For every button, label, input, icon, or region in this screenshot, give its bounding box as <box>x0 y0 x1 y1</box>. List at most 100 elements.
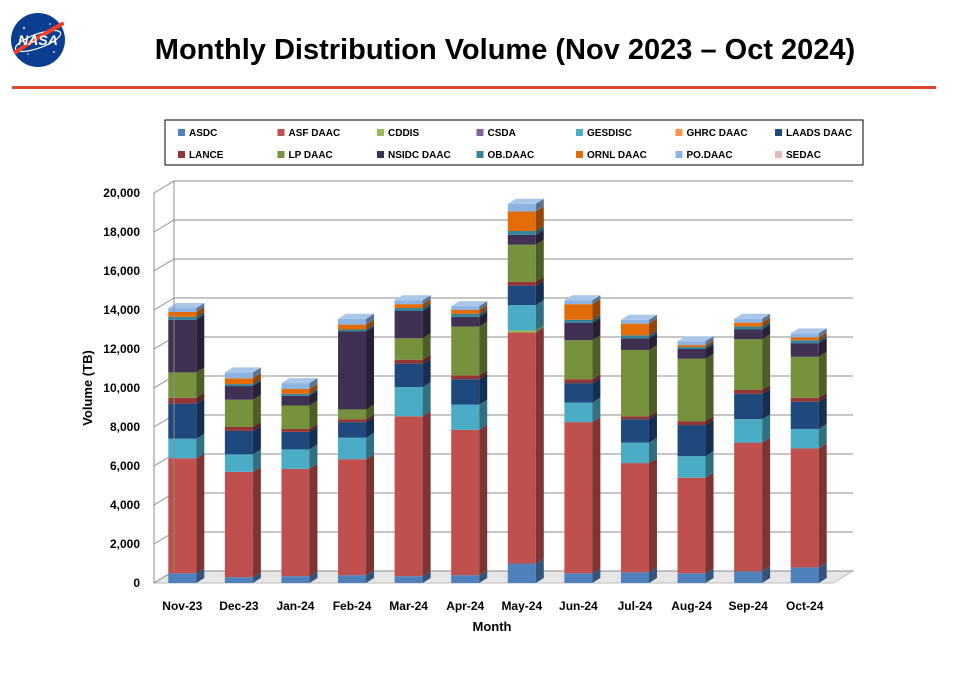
bar-segment <box>790 443 827 568</box>
bar-segment <box>564 335 601 380</box>
legend-label: ASDC <box>189 128 217 139</box>
bar-segment <box>734 317 771 327</box>
bar-segment <box>677 416 714 426</box>
legend: ASDC ASF DAAC CDDIS CSDA GESDISC GHRC DAAC LAA… <box>164 119 864 166</box>
bar-segment <box>168 453 205 574</box>
bar-segment <box>224 466 261 578</box>
page-title: Monthly Distribution Volume (Nov 2023 – … <box>154 34 856 66</box>
bar-top-face <box>507 198 544 204</box>
legend-label: CSDA <box>488 128 516 139</box>
bar-top-face <box>564 295 601 301</box>
legend-label: CDDIS <box>388 128 419 139</box>
bar-top-face <box>790 328 827 334</box>
y-tick-label: 2,000 <box>110 537 140 551</box>
legend-swatch <box>178 129 185 136</box>
bar-segment <box>564 314 601 323</box>
title-divider <box>12 86 936 89</box>
bar-segment <box>338 570 375 583</box>
bar-segment <box>677 336 714 346</box>
legend-label: ASF DAAC <box>289 128 341 139</box>
bar-segment <box>507 206 544 232</box>
bar-segment <box>338 313 375 325</box>
bar-segment <box>338 404 375 420</box>
bar-segment <box>338 324 375 332</box>
bar-top-face <box>677 336 714 342</box>
bar-segment <box>620 567 657 583</box>
legend-item: SEDAC <box>775 150 821 161</box>
bar-segment <box>281 388 318 396</box>
bar-segment <box>677 340 714 348</box>
bar-segment <box>507 276 544 286</box>
bar-segment <box>507 300 544 331</box>
bar-segment <box>451 570 488 583</box>
bar-segment <box>168 367 205 398</box>
x-tick-label: Sep-24 <box>728 599 768 613</box>
bar-segment <box>224 394 261 427</box>
bar-segment <box>451 374 488 405</box>
gridline-depth <box>153 219 175 233</box>
bar-segment <box>394 354 431 364</box>
bar-segment <box>168 392 205 404</box>
bar-segment <box>790 332 827 341</box>
bar-segment <box>564 378 601 403</box>
bar-segment <box>507 327 544 564</box>
bar-segment <box>281 426 318 450</box>
bar-top-face <box>734 313 771 319</box>
legend-item: LAADS DAAC <box>775 128 852 139</box>
bar-segment <box>224 381 261 400</box>
bar-segment <box>168 433 205 459</box>
bar-segment <box>564 568 601 583</box>
bar-segment <box>281 390 318 406</box>
bar-segment <box>281 400 318 429</box>
legend-label: OB.DAAC <box>488 150 535 161</box>
bar-segment <box>620 314 657 324</box>
legend-swatch <box>377 129 384 136</box>
bar-segment <box>790 392 827 402</box>
x-tick-label: Jan-24 <box>276 599 314 613</box>
y-tick-label: 10,000 <box>103 381 140 395</box>
bar-segment <box>790 423 827 449</box>
nasa-logo: NASA <box>11 13 65 67</box>
bar-segment <box>507 280 544 306</box>
bar-segment <box>507 239 544 282</box>
legend-swatch <box>277 129 285 136</box>
bar-segment <box>394 571 431 583</box>
bar-segment <box>734 414 771 443</box>
bar-segment <box>734 324 771 340</box>
bar-segment <box>620 437 657 464</box>
x-tick-label: Apr-24 <box>446 599 484 613</box>
bar-segment <box>281 423 318 432</box>
bar-segment <box>734 384 771 394</box>
gridline-depth <box>153 258 175 272</box>
bar-top-face <box>394 295 431 301</box>
y-tick-label: 16,000 <box>103 264 140 278</box>
legend-label: GHRC DAAC <box>687 128 748 139</box>
bar-segment <box>620 330 657 339</box>
bar-segment <box>338 454 375 576</box>
bar-segment <box>677 420 714 457</box>
bar-segment <box>734 437 771 572</box>
bar-segment <box>734 334 771 390</box>
legend-label: LP DAAC <box>289 150 333 161</box>
bar-segment <box>620 333 657 350</box>
bar-segment <box>394 303 431 311</box>
bar-segment <box>734 566 771 583</box>
bar-segment <box>338 319 375 330</box>
y-tick-label: 6,000 <box>110 459 140 473</box>
x-tick-label: Nov-23 <box>162 599 202 613</box>
bar-segment <box>394 358 431 388</box>
nasa-logo-text: NASA <box>18 32 58 48</box>
bar-segment <box>507 198 544 212</box>
bar-segment <box>281 444 318 469</box>
bar-segment <box>620 458 657 573</box>
x-tick-label: Jul-24 <box>618 599 653 613</box>
bar-segment <box>564 299 601 320</box>
bar-segment <box>564 317 601 341</box>
bar-top-face <box>451 301 488 307</box>
bar-segment <box>394 382 431 417</box>
legend-item: NSIDC DAAC <box>377 150 451 161</box>
legend-item: LP DAAC <box>277 150 333 161</box>
bar-segment <box>338 432 375 460</box>
bar-segment <box>168 314 205 373</box>
gridline-depth <box>153 180 175 194</box>
